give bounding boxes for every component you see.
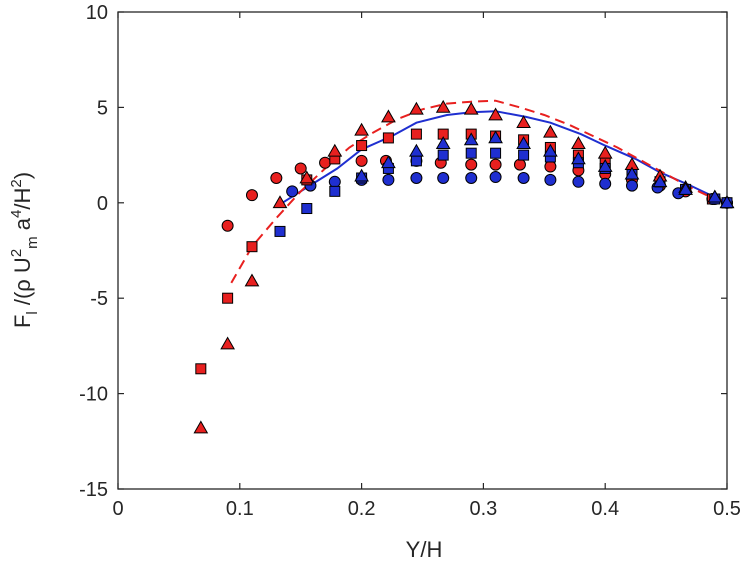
data-point-circle [544, 173, 557, 186]
data-point-circle [270, 171, 283, 184]
data-point-triangle [543, 124, 558, 138]
x-tick-label: 0.5 [713, 498, 741, 520]
data-point-square [490, 147, 502, 159]
data-point-square [410, 155, 422, 167]
data-point-triangle [272, 195, 288, 209]
data-point-circle [319, 156, 332, 169]
data-point-triangle [571, 136, 586, 150]
data-point-triangle [707, 189, 723, 203]
data-point-circle [544, 160, 557, 173]
data-point-circle [513, 158, 526, 171]
y-tick-label: -5 [90, 288, 108, 310]
data-point-square [437, 149, 449, 161]
data-point-triangle [220, 336, 235, 350]
data-point-triangle [409, 101, 424, 115]
data-point-square [518, 149, 530, 161]
axes-box [117, 11, 728, 490]
data-point-circle [294, 162, 307, 175]
series-line-1 [230, 99, 728, 284]
data-point-square [465, 147, 477, 159]
y-tick-label: -15 [79, 479, 108, 501]
data-point-circle [517, 171, 530, 184]
data-point-circle [286, 185, 299, 198]
y-tick-label: -10 [79, 384, 108, 406]
data-point-circle [437, 171, 450, 184]
series-line-0 [281, 110, 728, 204]
data-point-triangle [597, 145, 613, 159]
data-point-circle [465, 158, 478, 171]
x-tick-label: 0.3 [469, 498, 497, 520]
data-point-circle [489, 158, 502, 171]
x-axis-label: Y/H [406, 537, 443, 562]
lines [230, 99, 728, 284]
data-point-circle [245, 189, 258, 202]
data-point-square [382, 132, 394, 144]
data-point-triangle [354, 122, 369, 136]
data-point-triangle [381, 155, 396, 169]
data-point-circle [599, 177, 612, 190]
data-point-triangle [652, 174, 668, 188]
x-tick-label: 0.4 [591, 498, 619, 520]
data-point-circle [382, 173, 395, 186]
data-point-circle [221, 219, 234, 232]
data-point-circle [410, 171, 423, 184]
data-point-triangle [597, 159, 613, 172]
data-point-triangle [463, 101, 479, 115]
data-point-triangle [193, 420, 209, 434]
data-point-triangle [543, 143, 558, 157]
data-point-triangle [327, 143, 343, 157]
data-point-triangle [516, 136, 531, 150]
data-point-square [274, 225, 286, 237]
data-point-triangle [244, 273, 260, 287]
y-tick-label: 10 [86, 2, 108, 24]
data-point-triangle [463, 132, 479, 146]
data-point-circle [625, 179, 638, 192]
markers [193, 99, 735, 434]
data-point-triangle [516, 115, 531, 129]
data-point-square [246, 241, 258, 253]
data-point-circle [572, 175, 585, 188]
data-point-triangle [488, 107, 503, 121]
data-point-circle [355, 154, 368, 167]
y-tick-label: 5 [97, 97, 108, 119]
data-point-triangle [381, 109, 396, 123]
x-tick-label: 0.1 [226, 498, 254, 520]
data-point-triangle [678, 181, 693, 195]
y-axis-label-text: Fl /(ρ U2m a4/H2) [8, 172, 41, 328]
data-point-circle [328, 175, 341, 188]
plot-frame [117, 11, 728, 490]
data-point-square [222, 292, 234, 304]
x-tick-label: 0 [112, 498, 123, 520]
data-point-circle [465, 171, 478, 184]
data-point-square [410, 128, 422, 140]
y-tick-label: 0 [97, 193, 108, 215]
data-point-triangle [435, 99, 451, 113]
data-point-triangle [354, 168, 369, 182]
data-point-square [195, 363, 207, 375]
x-tick-label: 0.2 [348, 498, 376, 520]
data-point-circle [489, 171, 502, 184]
data-point-triangle [488, 130, 503, 144]
data-point-triangle [409, 143, 424, 157]
data-point-square [301, 203, 313, 215]
data-point-square [329, 185, 341, 197]
data-point-triangle [624, 166, 640, 180]
data-point-triangle [435, 136, 451, 150]
data-point-triangle [299, 170, 315, 184]
ticks: 0 0.1 0.2 0.3 0.4 0.5 -15 -10 -5 0 5 10 [79, 2, 741, 520]
data-point-triangle [719, 195, 735, 209]
data-point-square [356, 140, 368, 152]
data-point-triangle [571, 151, 586, 165]
y-axis-label: Fl /(ρ U2m a4/H2) [8, 172, 41, 328]
